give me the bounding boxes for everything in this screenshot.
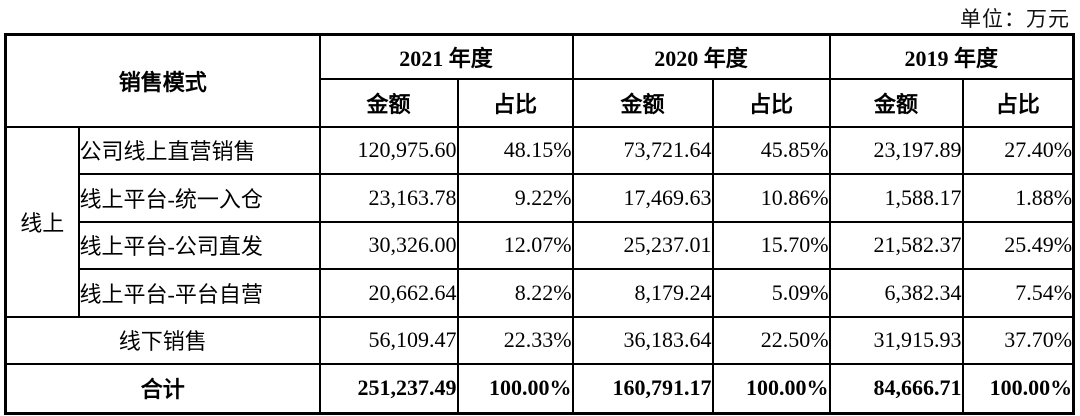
amount-cell: 120,975.60 xyxy=(318,125,459,175)
amount-cell: 73,721.64 xyxy=(571,125,714,175)
ratio-cell: 37.70% xyxy=(961,315,1075,365)
header-ratio-2020: 占比 xyxy=(711,77,831,128)
row-label: 线上平台-统一入仓 xyxy=(77,172,321,223)
amount-cell: 8,179.24 xyxy=(571,267,714,318)
table-row-platform-warehouse: 线上平台-统一入仓 23,163.78 9.22% 17,469.63 10.8… xyxy=(6,172,1075,223)
header-row-years: 销售模式 2021 年度 2020 年度 2019 年度 xyxy=(4,33,1075,128)
ratio-cell: 12.07% xyxy=(456,220,574,270)
amount-cell: 84,666.71 xyxy=(828,362,964,415)
amount-cell: 30,326.00 xyxy=(318,220,459,270)
sales-mode-table: 销售模式 2021 年度 2020 年度 2019 年度 金额 占比 金额 占比… xyxy=(4,33,1076,415)
amount-cell: 251,237.49 xyxy=(318,362,459,415)
amount-cell: 31,915.93 xyxy=(828,315,964,365)
ratio-cell: 27.40% xyxy=(961,125,1075,175)
amount-cell: 23,197.89 xyxy=(828,125,964,175)
ratio-cell: 10.86% xyxy=(711,172,831,223)
offline-label: 线下销售 xyxy=(4,315,321,365)
amount-cell: 20,662.64 xyxy=(318,267,459,318)
header-row-metrics: 金额 占比 金额 占比 金额 占比 xyxy=(6,77,1075,128)
amount-cell: 21,582.37 xyxy=(828,220,964,270)
ratio-cell: 22.33% xyxy=(456,315,574,365)
header-amount-2019: 金额 xyxy=(828,77,964,128)
header-sales-mode: 销售模式 xyxy=(4,33,321,128)
group-online-label: 线上 xyxy=(4,125,80,318)
header-year-2019: 2019 年度 xyxy=(828,33,1075,80)
header-amount-2021: 金额 xyxy=(318,77,459,128)
header-ratio-2021: 占比 xyxy=(456,77,574,128)
row-label: 线上平台-平台自营 xyxy=(77,267,321,318)
table-row-platform-direct-ship: 线上平台-公司直发 30,326.00 12.07% 25,237.01 15.… xyxy=(6,220,1075,270)
ratio-cell: 100.00% xyxy=(711,362,831,415)
unit-label: 单位：万元 xyxy=(960,7,1070,31)
amount-cell: 56,109.47 xyxy=(318,315,459,365)
ratio-cell: 100.00% xyxy=(456,362,574,415)
amount-cell: 1,588.17 xyxy=(828,172,964,223)
row-label: 公司线上直营销售 xyxy=(77,125,321,175)
amount-cell: 23,163.78 xyxy=(318,172,459,223)
header-year-2020: 2020 年度 xyxy=(571,33,831,80)
ratio-cell: 100.00% xyxy=(961,362,1075,415)
table-row-total: 合计 251,237.49 100.00% 160,791.17 100.00%… xyxy=(4,362,1075,415)
ratio-cell: 15.70% xyxy=(711,220,831,270)
header-year-2021: 2021 年度 xyxy=(318,33,574,80)
ratio-cell: 22.50% xyxy=(711,315,831,365)
ratio-cell: 8.22% xyxy=(456,267,574,318)
table-row-offline-sales: 线下销售 56,109.47 22.33% 36,183.64 22.50% 3… xyxy=(4,315,1075,365)
ratio-cell: 25.49% xyxy=(961,220,1075,270)
ratio-cell: 1.88% xyxy=(961,172,1075,223)
amount-cell: 160,791.17 xyxy=(571,362,714,415)
amount-cell: 25,237.01 xyxy=(571,220,714,270)
table-row-platform-self-operated: 线上平台-平台自营 20,662.64 8.22% 8,179.24 5.09%… xyxy=(6,267,1075,318)
table-row-direct-online: 线上 公司线上直营销售 120,975.60 48.15% 73,721.64 … xyxy=(4,125,1075,318)
row-label: 线上平台-公司直发 xyxy=(77,220,321,270)
ratio-cell: 7.54% xyxy=(961,267,1075,318)
header-amount-2020: 金额 xyxy=(571,77,714,128)
amount-cell: 36,183.64 xyxy=(571,315,714,365)
ratio-cell: 45.85% xyxy=(711,125,831,175)
ratio-cell: 5.09% xyxy=(711,267,831,318)
ratio-cell: 48.15% xyxy=(456,125,574,175)
header-ratio-2019: 占比 xyxy=(961,77,1075,128)
amount-cell: 17,469.63 xyxy=(571,172,714,223)
ratio-cell: 9.22% xyxy=(456,172,574,223)
amount-cell: 6,382.34 xyxy=(828,267,964,318)
total-label: 合计 xyxy=(4,362,321,415)
